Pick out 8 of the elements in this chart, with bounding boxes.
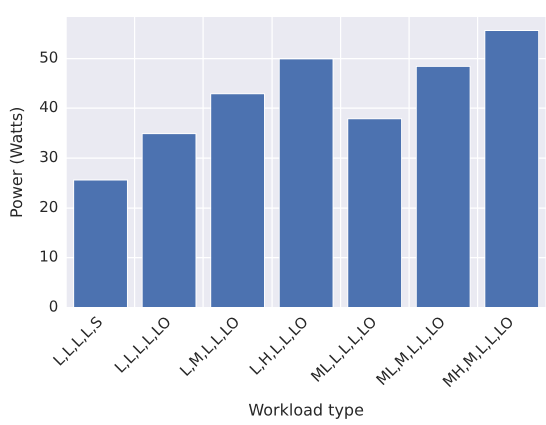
y-tick-label: 40 xyxy=(39,98,58,116)
y-tick-label: 30 xyxy=(39,148,58,166)
y-tick-label: 50 xyxy=(39,48,58,66)
y-axis-title: Power (Watts) xyxy=(6,106,26,218)
x-axis-title: Workload type xyxy=(248,400,364,420)
y-tick-label: 0 xyxy=(48,298,58,316)
y-tick-label: 10 xyxy=(39,248,58,266)
y-tick-label: 20 xyxy=(39,198,58,216)
